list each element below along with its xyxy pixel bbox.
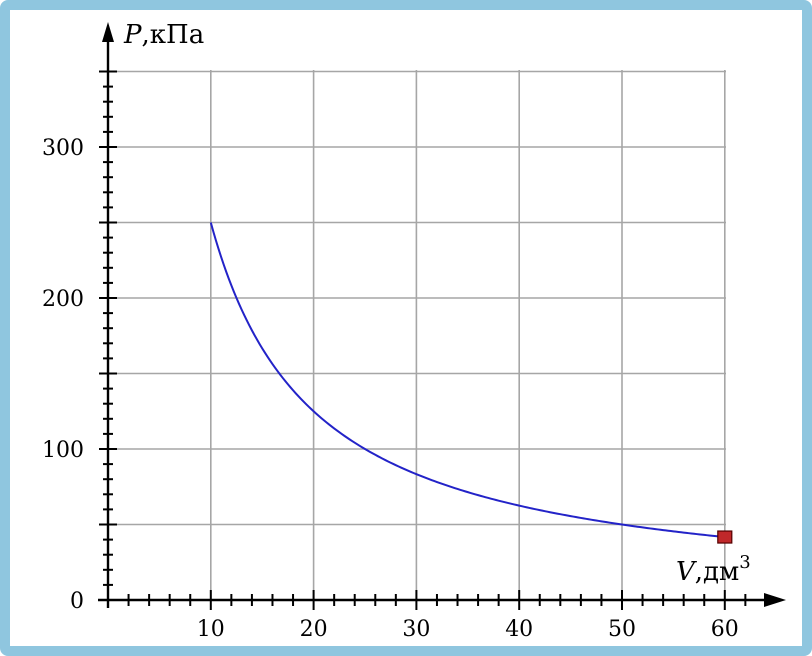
x-tick-label: 20	[300, 617, 328, 642]
y-tick-label: 0	[70, 589, 84, 614]
series-point	[271, 363, 273, 365]
tick-labels: 10 20 30 40 50 60 0 100 200 300	[42, 136, 739, 642]
series-point	[467, 491, 469, 493]
axis-ticks	[99, 70, 767, 610]
y-tick-label: 200	[42, 287, 84, 312]
series-point	[292, 389, 294, 391]
y-axis-unit: ,кПа	[142, 20, 205, 50]
series-line	[209, 222, 725, 539]
x-axis-unit: ,дм	[695, 557, 740, 587]
y-axis-var: P	[123, 20, 142, 50]
x-tick-label: 10	[197, 617, 225, 642]
series-points	[210, 222, 726, 539]
x-axis-unit-exponent: 3	[739, 552, 750, 573]
series-point	[333, 427, 335, 429]
x-axis-var: V	[676, 557, 697, 587]
x-tick-label: 50	[608, 617, 636, 642]
y-axis-arrow	[102, 22, 114, 42]
x-tick-label: 30	[402, 617, 430, 642]
x-axis-title: V,дм3	[676, 552, 751, 587]
x-tick-label: 60	[711, 617, 739, 642]
series-point	[364, 448, 366, 450]
x-tick-label: 40	[505, 617, 533, 642]
series-point	[220, 256, 222, 258]
series-point	[251, 329, 253, 331]
series-point	[261, 347, 263, 349]
series-point	[395, 464, 397, 466]
y-axis-title: P,кПа	[123, 20, 204, 50]
y-tick-label: 300	[42, 136, 84, 161]
series-point	[230, 284, 232, 286]
series-point	[241, 309, 243, 311]
y-tick-label: 100	[42, 438, 84, 463]
grid	[108, 70, 726, 600]
series-point	[672, 530, 674, 532]
end-point-marker	[717, 530, 733, 544]
series-point	[313, 410, 315, 412]
series-point	[518, 505, 520, 507]
series-point	[570, 515, 572, 517]
series-point	[415, 473, 417, 475]
x-axis-arrow	[764, 593, 786, 607]
series-point	[210, 222, 212, 224]
series-point	[621, 524, 623, 526]
